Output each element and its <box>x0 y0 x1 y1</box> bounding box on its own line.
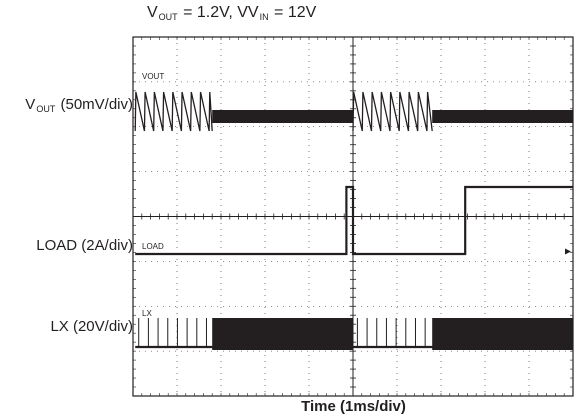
vout-noise-band <box>212 110 353 123</box>
plot-traces <box>134 91 573 350</box>
load-trace <box>135 185 573 256</box>
lx-band <box>432 318 573 350</box>
trace-tag-load: LOAD <box>142 242 164 251</box>
trace-tag-vout: VOUT <box>142 72 164 81</box>
vout-axis-label: VOUT (50mV/div) <box>25 96 133 114</box>
lx-band <box>212 318 353 350</box>
trace-tags: VOUT LOAD LX <box>142 72 164 318</box>
chart-title: VOUT = 1.2V, VVIN = 12V <box>147 4 317 22</box>
trace-tag-lx: LX <box>142 309 152 318</box>
x-axis-label: Time (1ms/div) <box>301 398 406 415</box>
load-axis-label: LOAD (2A/div) <box>36 237 133 254</box>
vout-noise-band <box>432 110 573 123</box>
vout-trace-ramps <box>134 91 433 132</box>
lx-axis-label: LX (20V/div) <box>50 318 133 335</box>
trigger-marker <box>565 248 571 255</box>
lx-pulses <box>138 318 426 347</box>
